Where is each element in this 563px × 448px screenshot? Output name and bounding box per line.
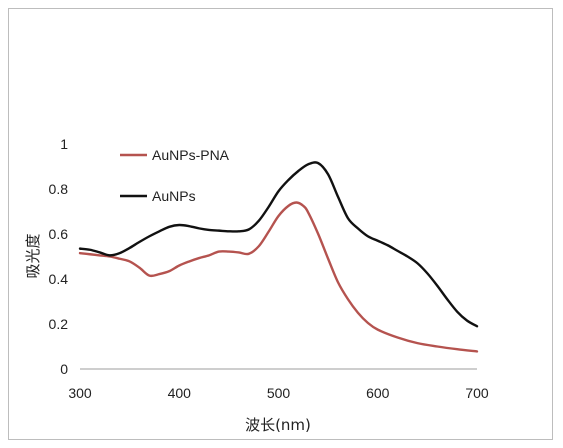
x-tick-label: 600: [366, 385, 390, 401]
series-line-1: [78, 161, 479, 328]
legend-label: AuNPs: [152, 188, 196, 204]
x-tick-labels: 300 400 500 600 700: [68, 385, 489, 401]
y-tick-label: 0.2: [49, 316, 69, 332]
x-tick-label: 400: [168, 385, 192, 401]
y-tick-label: 0.6: [49, 226, 69, 242]
legend-label: AuNPs-PNA: [152, 147, 230, 163]
y-tick-label: 0.4: [49, 271, 69, 287]
series-line-0: [78, 201, 479, 353]
y-tick-label: 0: [60, 361, 68, 377]
series-lines: [78, 161, 479, 353]
chart-frame: [8, 8, 553, 440]
x-tick-label: 700: [465, 385, 489, 401]
y-tick-labels: 0 0.2 0.4 0.6 0.8 1: [49, 136, 69, 377]
y-axis-title: 吸光度: [24, 233, 42, 278]
y-tick-label: 1: [60, 136, 68, 152]
legend: AuNPs-PNA AuNPs: [120, 147, 230, 204]
y-tick-label: 0.8: [49, 181, 69, 197]
x-axis-title: 波长(nm): [245, 416, 311, 434]
x-tick-label: 300: [68, 385, 92, 401]
x-tick-label: 500: [267, 385, 291, 401]
